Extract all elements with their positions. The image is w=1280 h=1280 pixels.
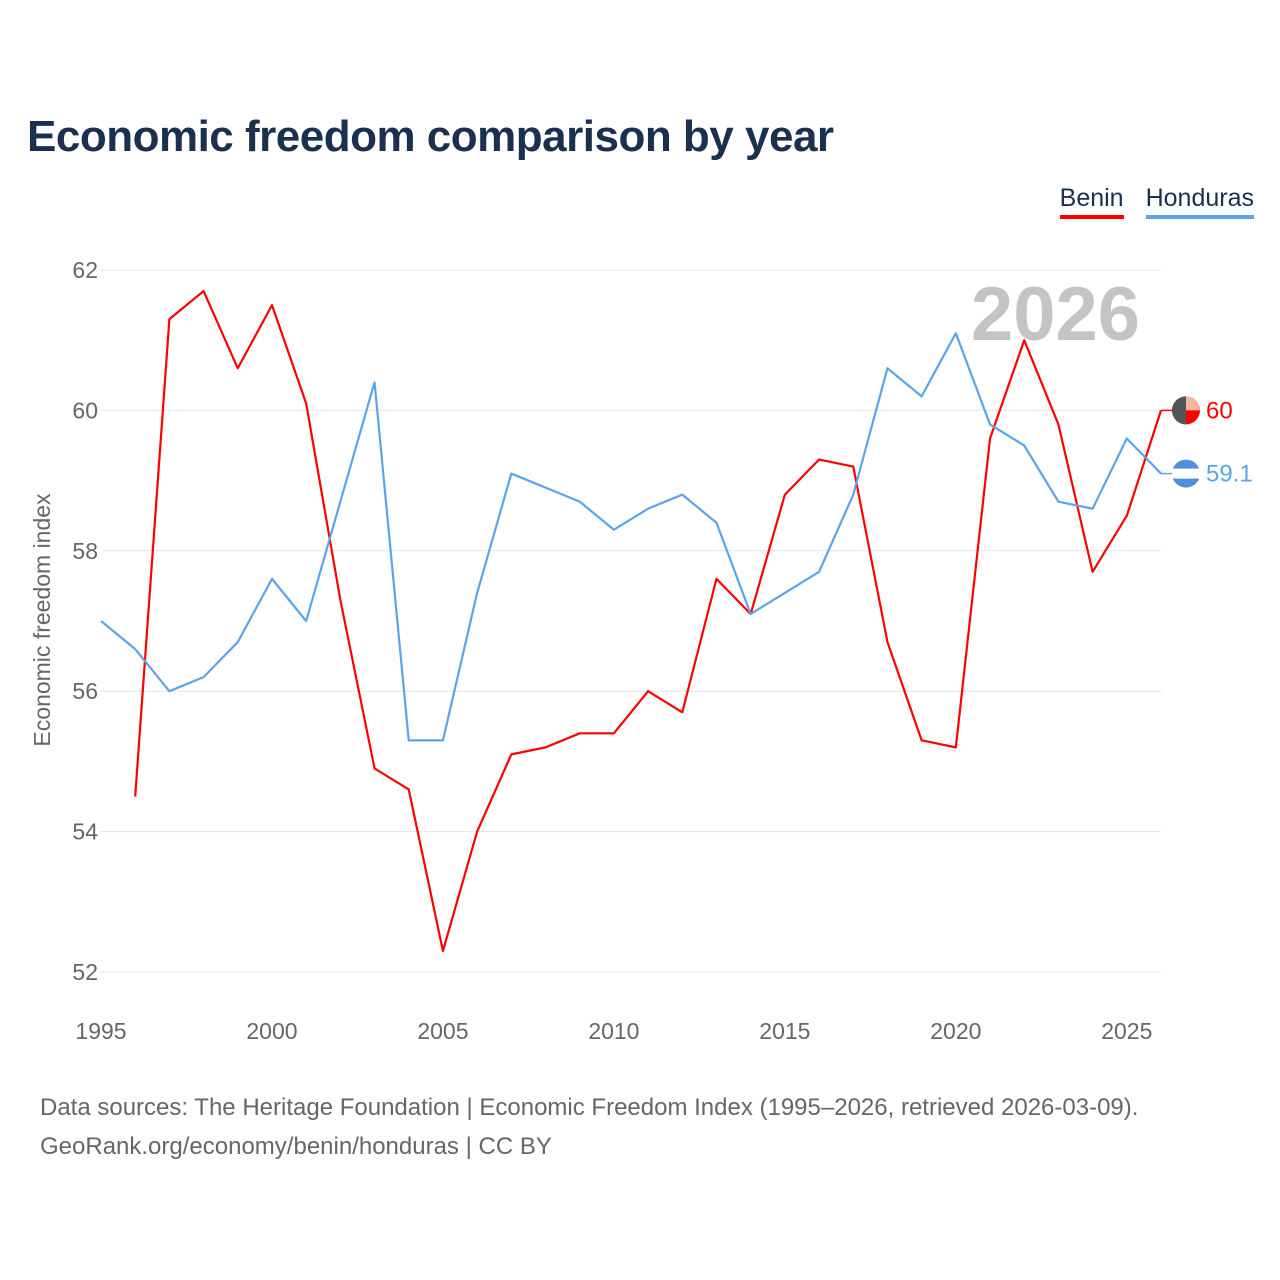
series-line-benin [134,289,1163,953]
x-tick-label: 2010 [588,1018,639,1044]
end-value-label: 60 [1206,397,1233,424]
y-tick-label: 62 [72,257,98,283]
benin-flag-icon-part [1172,396,1186,425]
x-tick-label: 1995 [75,1018,126,1044]
x-tick-label: 2015 [759,1018,810,1044]
y-tick-label: 56 [72,678,98,704]
x-tick-label: 2000 [246,1018,297,1044]
year-annotation: 2026 [971,272,1140,357]
y-tick-label: 58 [72,538,98,564]
y-tick-label: 52 [72,959,98,985]
source-note: Data sources: The Heritage Foundation | … [40,1088,1138,1166]
x-tick-label: 2005 [417,1018,468,1044]
source-line: Data sources: The Heritage Foundation | … [40,1094,1139,1121]
legend-honduras[interactable]: Honduras [1145,184,1254,219]
legend: Benin Honduras [1059,184,1254,219]
end-value-label: 59.1 [1206,461,1253,488]
y-axis-title: Economic freedom index [29,493,55,747]
y-tick-label: 60 [72,397,98,423]
x-tick-label: 2025 [1101,1018,1152,1044]
series-line-honduras [100,332,1162,742]
y-tick-label: 54 [72,819,98,845]
x-tick-label: 2020 [930,1018,981,1044]
honduras-flag-icon-band [1172,468,1200,479]
legend-benin[interactable]: Benin [1059,184,1124,219]
source-link[interactable]: GeoRank.org/economy/benin/honduras | CC … [40,1133,552,1160]
chart-title: Economic freedom comparison by year [27,112,834,161]
benin-flag-icon-part [1186,396,1200,411]
